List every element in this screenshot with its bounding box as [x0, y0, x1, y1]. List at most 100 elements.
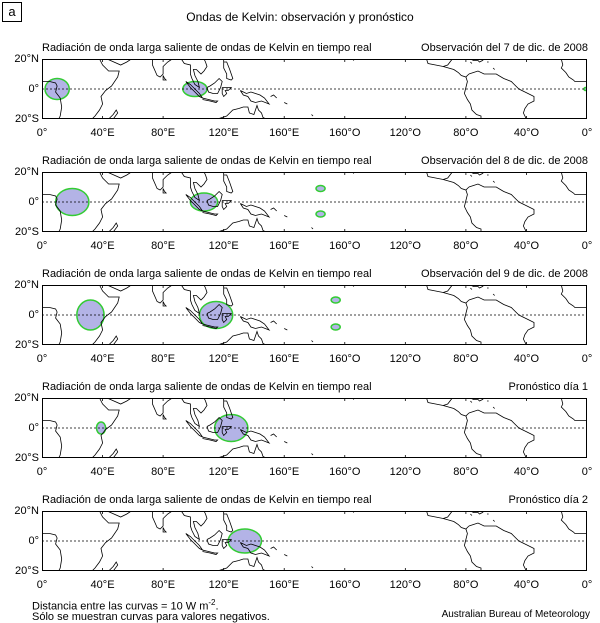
coastline [470, 513, 473, 516]
coastline [443, 518, 470, 530]
lon-label: 160°E [269, 353, 300, 365]
coastline [106, 59, 132, 66]
coastline [468, 409, 535, 458]
lon-label: 40°E [90, 466, 115, 478]
lat-label: 20°S [15, 452, 39, 464]
lon-label: 160°O [329, 240, 361, 252]
coastline [462, 172, 485, 176]
kelvin-anomaly-contour [330, 323, 341, 331]
kelvin-anomaly-contour [95, 421, 107, 435]
coastline [311, 453, 314, 456]
coastline [443, 179, 470, 191]
lon-label: 0° [36, 466, 48, 478]
map-plot [42, 511, 587, 571]
coastline [470, 174, 473, 177]
coastline [239, 90, 271, 105]
coastline [206, 303, 223, 320]
coastline [223, 400, 234, 420]
panel-title: Radiación de onda larga saliente de onda… [42, 42, 372, 54]
coastline [468, 183, 535, 232]
coastline [108, 561, 119, 571]
coastline [202, 323, 219, 329]
coastline [284, 102, 288, 105]
coastline [221, 313, 233, 324]
coastline [221, 426, 233, 437]
coastline [91, 172, 120, 232]
lon-label: 40°O [513, 353, 540, 365]
coastline [270, 94, 277, 99]
coastline [202, 97, 219, 103]
coastline [206, 77, 223, 94]
lon-label: 0° [36, 579, 48, 591]
coastline [223, 174, 234, 194]
panel-date: Observación del 9 de dic. de 2008 [421, 268, 588, 280]
coastline [223, 61, 234, 81]
lon-label: 80°O [453, 579, 479, 591]
coastline [42, 420, 63, 458]
kelvin-anomaly-contour [315, 210, 326, 218]
coastline [426, 285, 453, 293]
coastline [162, 414, 168, 420]
lat-label: 0° [28, 83, 39, 95]
map-frame [42, 511, 587, 571]
credit: Australian Bureau of Meteorology [441, 609, 590, 620]
coastline [560, 59, 587, 82]
coastline [214, 104, 267, 119]
lon-label: 0° [581, 353, 593, 365]
coastline [284, 554, 288, 557]
coastline [311, 566, 314, 569]
lon-label: 120°O [389, 240, 421, 252]
lon-label: 120°O [389, 127, 421, 139]
coastline [214, 443, 267, 458]
coastline [180, 172, 208, 202]
kelvin-anomaly-contour [330, 296, 341, 304]
map-panel: Radiación de onda larga saliente de onda… [0, 381, 600, 493]
lat-label: 20°N [14, 505, 39, 517]
lon-label: 40°O [513, 240, 540, 252]
coastline [492, 293, 495, 296]
coastline [492, 406, 495, 409]
panel-title: Radiación de onda larga saliente de onda… [42, 268, 372, 280]
lon-label: 120°E [208, 127, 239, 139]
coastline [185, 420, 204, 439]
coastline [470, 400, 473, 403]
coastline [462, 398, 485, 402]
lon-label: 80°E [151, 466, 176, 478]
coastline [470, 61, 473, 64]
coastline [108, 335, 119, 345]
coastline [463, 302, 482, 345]
lon-label: 120°E [208, 240, 239, 252]
coastline [311, 340, 314, 343]
coastline [108, 109, 119, 119]
coastline [152, 398, 173, 417]
map-plot [42, 59, 587, 119]
coastline [214, 556, 267, 571]
coastline [108, 222, 119, 232]
lon-label: 40°E [90, 353, 115, 365]
coastline [270, 320, 277, 325]
panel-date: Pronóstico día 1 [508, 381, 589, 393]
lon-label: 80°O [453, 466, 479, 478]
lat-label: 0° [28, 422, 39, 434]
lat-label: 20°N [14, 392, 39, 404]
lon-label: 120°E [208, 353, 239, 365]
map-panel: Radiación de onda larga saliente de onda… [0, 42, 600, 154]
map-panel: Radiación de onda larga saliente de onda… [0, 268, 600, 380]
coastline [492, 180, 495, 183]
map-panel: Radiación de onda larga saliente de onda… [0, 494, 600, 606]
coastline [462, 285, 485, 289]
coastline [560, 285, 587, 308]
panel-date: Observación del 8 de dic. de 2008 [421, 155, 588, 167]
coastline [221, 87, 233, 98]
map-frame [42, 59, 587, 119]
coastline [202, 549, 219, 555]
coastline [462, 511, 485, 515]
coastline [284, 441, 288, 444]
coastline [162, 527, 168, 533]
lat-label: 20°S [15, 226, 39, 238]
lat-label: 20°N [14, 279, 39, 291]
panel-title: Radiación de onda larga saliente de onda… [42, 381, 372, 393]
coastline [42, 194, 63, 232]
lon-label: 160°O [329, 127, 361, 139]
lon-label: 0° [581, 579, 593, 591]
